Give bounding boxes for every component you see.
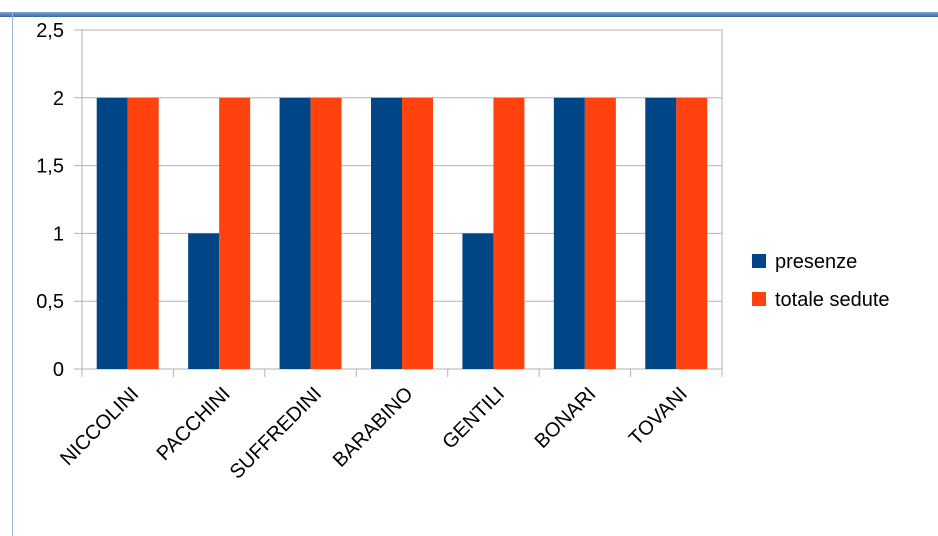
bar-presenze-niccolini [96,97,128,370]
bar-totale-sedute-barabino [402,97,433,370]
y-tick-label: 1 [53,223,64,245]
x-tick-label: TOVANI [625,383,692,450]
y-axis-ticks: 0 0,5 1 1,5 2 2,5 [36,20,64,381]
x-tick-label: NICCOLINI [56,383,143,470]
y-tick-label: 2 [53,88,64,110]
x-tick-label: SUFFREDINI [226,383,326,483]
legend-label: totale sedute [775,289,890,311]
bar-presenze-bonari [553,97,585,370]
bar-totale-sedute-tovani [676,97,708,370]
x-tick-label: PACCHINI [153,383,235,465]
bar-presenze-tovani [645,97,677,370]
bar-totale-sedute-pacchini [219,97,251,370]
bar-totale-sedute-bonari [584,97,616,370]
y-tick-label: 2,5 [36,20,64,42]
window-top-border [0,12,938,17]
bars [96,97,708,370]
x-tick-label: BARABINO [329,383,418,472]
legend: presenze totale sedute [752,251,890,311]
y-tick-label: 0 [53,359,64,381]
bar-presenze-barabino [371,97,402,370]
bar-presenze-gentili [462,233,494,369]
legend-swatch [752,254,766,268]
bar-presenze-suffredini [279,97,311,370]
bar-totale-sedute-suffredini [310,97,342,370]
legend-swatch [752,292,766,306]
y-tick-label: 1,5 [36,156,64,178]
x-tick-label: BONARI [531,383,601,453]
bar-totale-sedute-niccolini [127,97,159,370]
bar-presenze-pacchini [188,233,220,369]
x-tick-label: GENTILI [438,383,509,454]
window-left-border [12,12,13,536]
bar-totale-sedute-gentili [493,97,525,370]
legend-label: presenze [775,251,857,273]
y-tick-label: 0,5 [36,291,64,313]
